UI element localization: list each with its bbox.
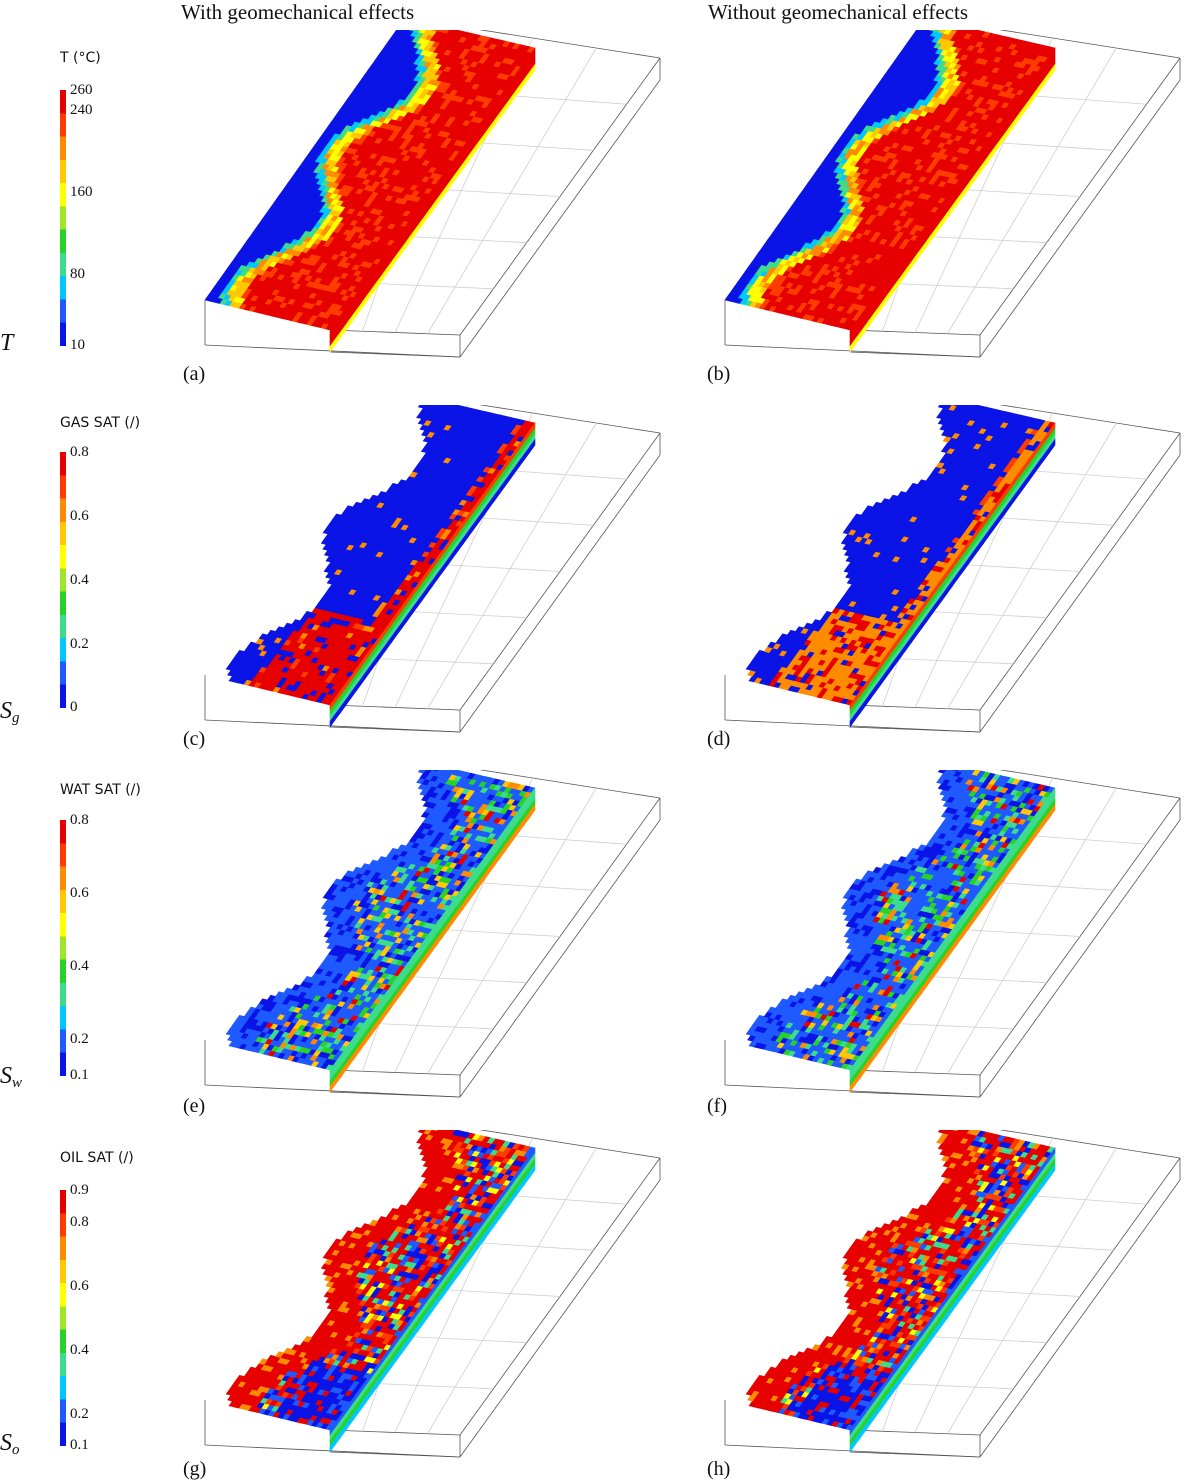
colorbar-tick-label: 0.8 bbox=[70, 812, 89, 828]
legend-title: T (°C) bbox=[60, 50, 101, 66]
reservoir-field bbox=[745, 405, 1056, 728]
colorbar-tick-label: 0.2 bbox=[70, 636, 89, 652]
colorbar-tick-label: 240 bbox=[70, 102, 93, 119]
colorbar bbox=[60, 1190, 66, 1446]
column-header-without-geomech: Without geomechanical effects bbox=[708, 0, 968, 24]
colorbar-tick-label: 80 bbox=[70, 266, 85, 283]
panel-f bbox=[724, 770, 1181, 1098]
panel-h bbox=[724, 1130, 1181, 1458]
colorbar-tick-label: 160 bbox=[70, 184, 93, 201]
figure-row-water-saturation: WAT SAT (/) 0.8 0.6 0.4 0.2 0.1 Sw (e) (f) bbox=[0, 740, 1200, 1117]
grid-box bbox=[204, 770, 661, 1098]
colorbar bbox=[60, 820, 66, 1076]
legend-title: OIL SAT (/) bbox=[60, 1150, 134, 1166]
colorbar bbox=[60, 452, 66, 708]
colorbar-tick-label: 0.8 bbox=[70, 444, 89, 460]
panel-label: (a) bbox=[183, 363, 206, 385]
colorbar-tick-label: 0.4 bbox=[70, 1342, 89, 1358]
colorbar-tick-label: 0.4 bbox=[70, 958, 89, 975]
panel-label: (e) bbox=[183, 1095, 206, 1117]
figure-row-gas-saturation: GAS SAT (/) 0.8 0.6 0.4 0.2 0 Sg (c) (d) bbox=[0, 370, 1200, 750]
panel-b bbox=[724, 30, 1181, 358]
panel-label: (b) bbox=[707, 363, 731, 385]
row-variable-label: Sw bbox=[0, 1063, 23, 1091]
colorbar-tick-label: 0.6 bbox=[70, 508, 89, 524]
colorbar-tick-label: 0.1 bbox=[70, 1067, 89, 1083]
panel-label: (h) bbox=[707, 1458, 731, 1480]
colorbar-tick-label: 10 bbox=[70, 337, 85, 353]
reservoir-field bbox=[745, 1130, 1056, 1453]
colorbar-tick-label: 0.8 bbox=[70, 1214, 89, 1230]
row-variable-label: Sg bbox=[0, 698, 20, 726]
reservoir-field bbox=[225, 770, 536, 1093]
panel-label: (f) bbox=[707, 1095, 727, 1117]
colorbar bbox=[60, 90, 66, 346]
colorbar-tick-label: 0.9 bbox=[70, 1182, 89, 1198]
row-variable-label: So bbox=[0, 1430, 20, 1458]
colorbar-tick-label: 0.6 bbox=[70, 1278, 89, 1294]
panel-label: (c) bbox=[183, 728, 206, 750]
reservoir-field bbox=[225, 405, 536, 728]
reservoir-field bbox=[225, 1130, 536, 1453]
legend-title: WAT SAT (/) bbox=[60, 782, 141, 798]
panel-e bbox=[204, 770, 661, 1098]
colorbar-tick-label: 0.4 bbox=[70, 572, 89, 588]
legend-title: GAS SAT (/) bbox=[60, 415, 141, 431]
panel-g bbox=[204, 1130, 661, 1458]
panel-d bbox=[724, 405, 1181, 733]
colorbar-tick-label: 0.1 bbox=[70, 1437, 89, 1453]
row-variable-label: T bbox=[0, 330, 14, 356]
colorbar-tick-label: 0 bbox=[70, 699, 78, 715]
colorbar-tick-label: 0.2 bbox=[70, 1031, 89, 1048]
reservoir-field bbox=[724, 30, 1056, 353]
panel-a bbox=[204, 30, 661, 358]
panel-label: (d) bbox=[707, 728, 731, 750]
figure-row-oil-saturation: OIL SAT (/) 0.9 0.8 0.6 0.4 0.2 0.1 So (g) (h… bbox=[0, 1110, 1200, 1483]
colorbar-tick-label: 0.2 bbox=[70, 1406, 89, 1422]
panel-c bbox=[204, 405, 661, 733]
column-header-with-geomech: With geomechanical effects bbox=[181, 0, 415, 24]
colorbar-tick-label: 260 bbox=[70, 82, 93, 98]
colorbar-tick-label: 0.6 bbox=[70, 885, 89, 902]
figure-row-temperature: T (°C) 260 240 160 80 10 T (a) (b) bbox=[0, 0, 1200, 385]
grid-box bbox=[724, 405, 1181, 733]
panel-label: (g) bbox=[183, 1458, 207, 1480]
reservoir-field bbox=[204, 30, 536, 353]
reservoir-field bbox=[745, 770, 1056, 1093]
